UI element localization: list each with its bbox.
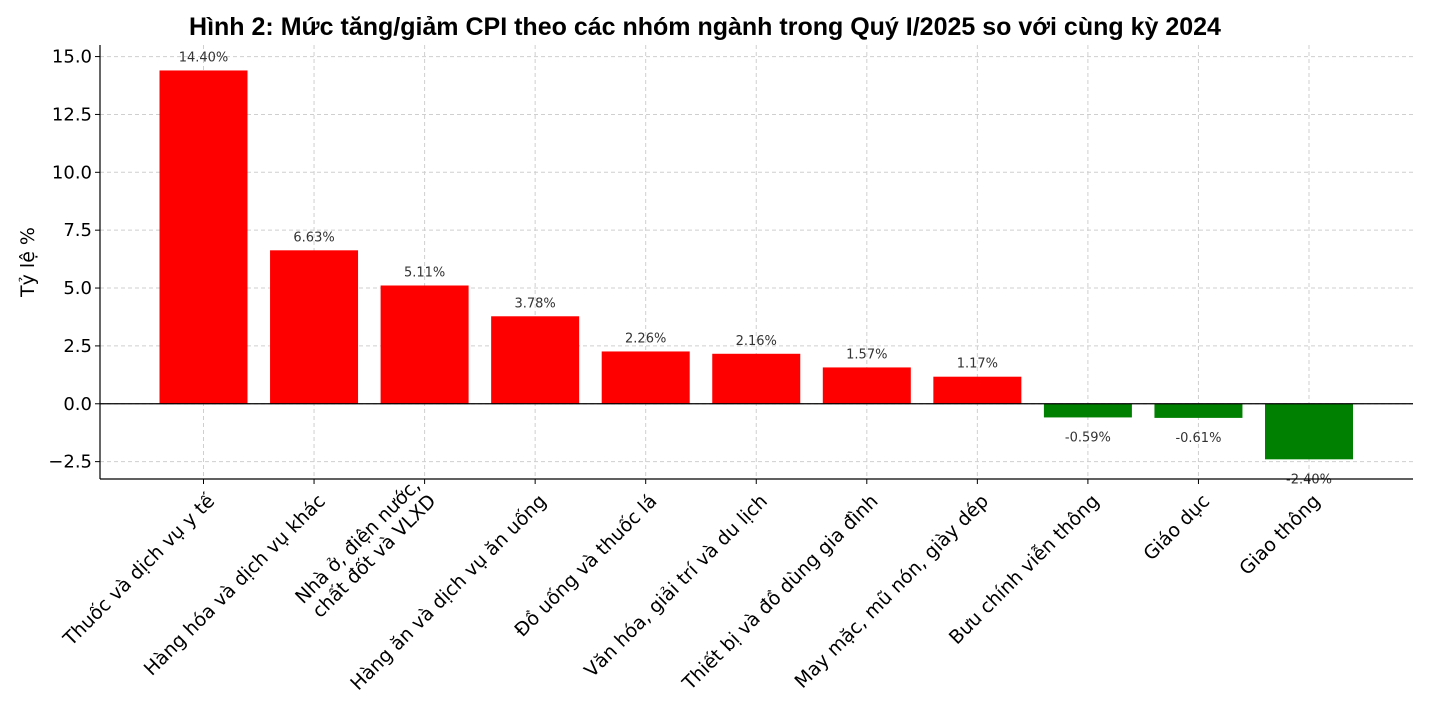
x-tick-label-group: May mặc, mũ nón, giày dép [791,490,994,693]
bar [159,70,248,404]
bar [1043,403,1132,418]
x-tick-label-line: Giao thông [1235,490,1324,579]
x-tick-label: Giao thông [1235,490,1324,579]
bar [933,376,1022,404]
bar-data-label: 2.26% [625,331,666,346]
x-tick-label-line: Giáo dục [1139,490,1214,565]
y-tick-label: −2.5 [48,452,92,473]
bar-data-label: 3.78% [514,296,555,311]
bar-data-label: 2.16% [736,334,777,349]
y-tick-label: 5.0 [63,278,92,299]
bar [491,316,580,404]
bar-data-label: -0.59% [1065,430,1111,445]
y-axis-label: Tỷ lệ % [17,227,39,298]
bar-data-label: -0.61% [1175,431,1221,446]
x-tick-label-group: Thiết bị và đồ dùng gia đình [678,490,883,695]
x-tick-label-line: May mặc, mũ nón, giày dép [791,490,994,693]
y-tick-label: 12.5 [52,104,92,125]
bar-data-label: 1.17% [957,357,998,372]
bar [712,353,801,404]
bar [380,285,469,404]
bar-data-label: 1.57% [846,347,887,362]
x-tick-label: Thiết bị và đồ dùng gia đình [678,490,883,695]
bar-data-label: 6.63% [293,230,334,245]
bar [1265,403,1353,460]
y-tick-label: 15.0 [52,47,92,68]
x-tick-label: Văn hóa, giải trí và du lịch [580,490,772,682]
x-tick-label: Giáo dục [1139,490,1214,565]
x-tick-label-line: Thiết bị và đồ dùng gia đình [678,490,883,695]
bar-data-label: 14.40% [179,50,229,65]
y-tick-label: 7.5 [63,220,92,241]
y-tick-label: 2.5 [63,336,92,357]
bar-data-label: 5.11% [404,265,445,280]
bars-layer: 14.40% 6.63% 5.11% 3.78% 2.26% 2.16% 1.57% 1.17… [159,50,1353,487]
x-tick-label: May mặc, mũ nón, giày dép [791,490,994,693]
chart-title: Hình 2: Mức tăng/giảm CPI theo các nhóm … [189,13,1221,41]
x-tick-label-line: Văn hóa, giải trí và du lịch [580,490,772,682]
x-tick-label-group: Văn hóa, giải trí và du lịch [580,490,772,682]
bar [822,367,911,404]
bar [1154,403,1243,418]
y-tick-label: 10.0 [52,162,92,183]
x-tick-label-group: Giáo dục [1139,490,1214,565]
bar [270,250,359,404]
y-tick-label: 0.0 [63,394,92,415]
x-tick-label-group: Giao thông [1235,490,1324,579]
bar [601,351,690,404]
